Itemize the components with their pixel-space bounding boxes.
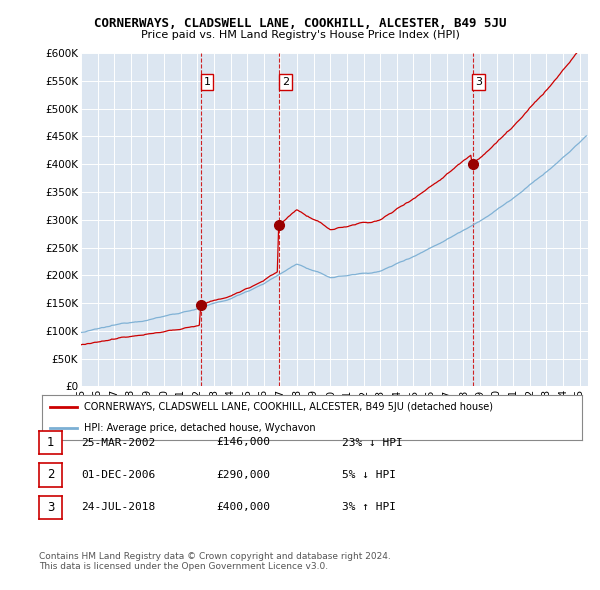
Text: 3: 3 bbox=[475, 77, 482, 87]
Text: 3: 3 bbox=[47, 501, 54, 514]
Text: £400,000: £400,000 bbox=[216, 503, 270, 512]
Text: 25-MAR-2002: 25-MAR-2002 bbox=[81, 438, 155, 447]
Text: £146,000: £146,000 bbox=[216, 438, 270, 447]
Text: CORNERWAYS, CLADSWELL LANE, COOKHILL, ALCESTER, B49 5JU (detached house): CORNERWAYS, CLADSWELL LANE, COOKHILL, AL… bbox=[84, 402, 493, 412]
Text: £290,000: £290,000 bbox=[216, 470, 270, 480]
Text: 5% ↓ HPI: 5% ↓ HPI bbox=[342, 470, 396, 480]
Text: Price paid vs. HM Land Registry's House Price Index (HPI): Price paid vs. HM Land Registry's House … bbox=[140, 31, 460, 40]
Text: 23% ↓ HPI: 23% ↓ HPI bbox=[342, 438, 403, 447]
Text: 3% ↑ HPI: 3% ↑ HPI bbox=[342, 503, 396, 512]
Text: 2: 2 bbox=[47, 468, 54, 481]
Text: HPI: Average price, detached house, Wychavon: HPI: Average price, detached house, Wych… bbox=[84, 422, 316, 432]
Text: Contains HM Land Registry data © Crown copyright and database right 2024.
This d: Contains HM Land Registry data © Crown c… bbox=[39, 552, 391, 571]
Text: 01-DEC-2006: 01-DEC-2006 bbox=[81, 470, 155, 480]
Text: CORNERWAYS, CLADSWELL LANE, COOKHILL, ALCESTER, B49 5JU: CORNERWAYS, CLADSWELL LANE, COOKHILL, AL… bbox=[94, 17, 506, 30]
Text: 2: 2 bbox=[281, 77, 289, 87]
Text: 24-JUL-2018: 24-JUL-2018 bbox=[81, 503, 155, 512]
Text: 1: 1 bbox=[47, 436, 54, 449]
Text: 1: 1 bbox=[203, 77, 211, 87]
